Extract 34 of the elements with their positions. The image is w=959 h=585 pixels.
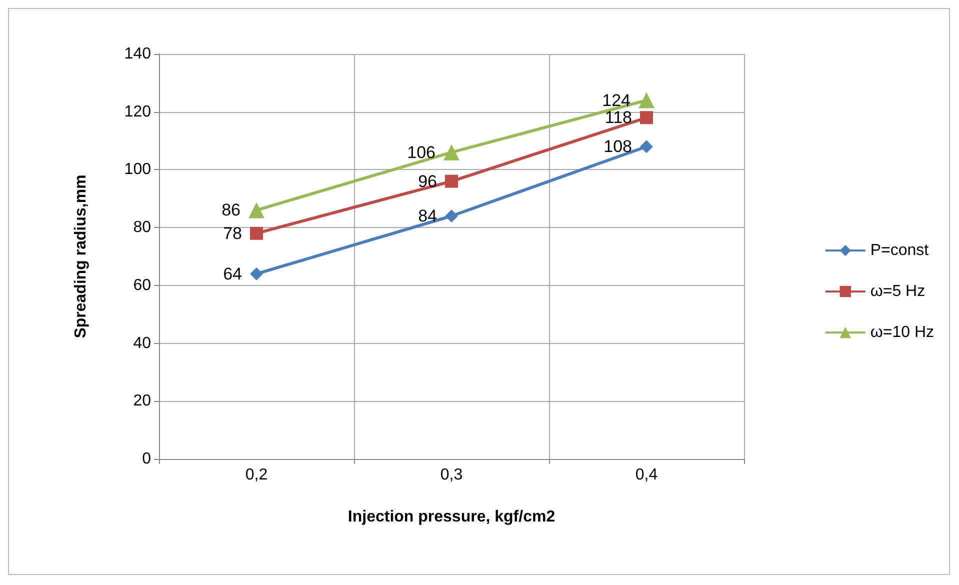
point (445, 210, 458, 222)
point (248, 202, 264, 218)
point (638, 92, 654, 108)
point (640, 140, 653, 154)
x-tick-label: 0,4 (635, 466, 658, 484)
data-label: 78 (223, 224, 242, 243)
legend-label: ω=10 Hz (870, 324, 934, 341)
y-tick-label: 140 (124, 46, 152, 62)
data-label: 96 (418, 172, 437, 191)
legend-label: P=const (870, 242, 930, 259)
point (444, 144, 460, 160)
data-label: 118 (604, 108, 632, 128)
data-label: 124 (602, 90, 630, 110)
y-tick-label: 40 (133, 334, 152, 352)
point (250, 267, 263, 280)
point (445, 174, 458, 188)
legend-label: ω=5 Hz (870, 283, 926, 300)
data-label: 84 (418, 206, 437, 226)
x-tick-label: 0,3 (440, 466, 463, 484)
data-label: 106 (407, 142, 436, 162)
y-tick-label: 120 (124, 103, 152, 120)
data-label: 86 (222, 200, 240, 220)
y-tick-label: 60 (133, 276, 152, 294)
x-axis-title: Injection pressure, kgf/cm2 (348, 508, 556, 526)
y-tick-label: 100 (124, 161, 152, 178)
data-label: 64 (223, 264, 242, 284)
point (250, 226, 263, 240)
y-axis-title: Spreading radius,mm (72, 174, 90, 338)
y-tick-label: 0 (142, 450, 152, 468)
point (640, 111, 653, 124)
data-label: 108 (604, 137, 632, 156)
y-tick-label: 80 (133, 219, 152, 236)
x-tick-label: 0,2 (245, 466, 268, 484)
y-tick-label: 20 (133, 392, 152, 410)
